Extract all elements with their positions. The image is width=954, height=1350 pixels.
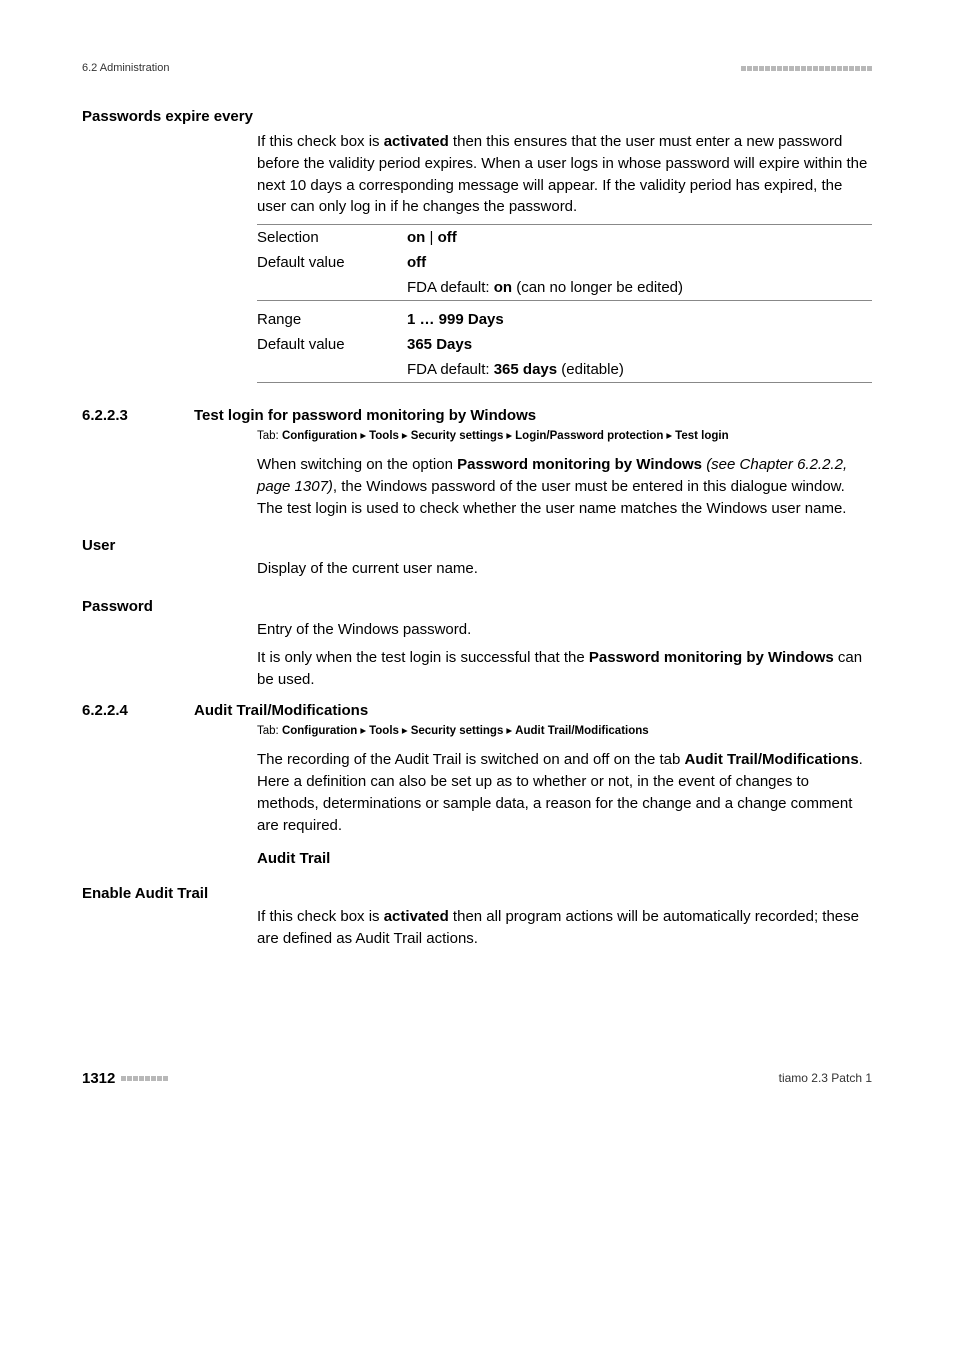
audit-body: The recording of the Audit Trail is swit… xyxy=(257,749,872,836)
enable-audit-block: If this check box is activated then all … xyxy=(257,906,872,950)
selection-value: on | off xyxy=(407,225,872,251)
default-label-1: Default value xyxy=(257,250,407,275)
page-header: 6.2 Administration xyxy=(82,62,872,74)
test-login-body: When switching on the option Password mo… xyxy=(257,454,872,519)
enable-audit-body: If this check box is activated then all … xyxy=(257,906,872,950)
audit-tab-path: Tab: Configuration▸Tools▸Security settin… xyxy=(257,723,872,739)
password-body-2: It is only when the test login is succes… xyxy=(257,647,872,691)
password-label: Password xyxy=(82,598,872,615)
audit-block: Tab: Configuration▸Tools▸Security settin… xyxy=(257,723,872,867)
default-value-1: off xyxy=(407,250,872,275)
footer-product: tiamo 2.3 Patch 1 xyxy=(779,1071,872,1085)
audit-num: 6.2.2.4 xyxy=(82,702,194,719)
passwords-expire-block: If this check box is activated then this… xyxy=(257,131,872,383)
audit-title: Audit Trail/Modifications xyxy=(194,702,368,719)
passwords-expire-title: Passwords expire every xyxy=(82,108,872,125)
footer-decoration xyxy=(121,1076,168,1081)
range-value: 1 … 999 Days xyxy=(407,307,872,332)
enable-audit-label: Enable Audit Trail xyxy=(82,885,872,902)
audit-heading: 6.2.2.4 Audit Trail/Modifications xyxy=(82,702,872,719)
audit-trail-subtitle: Audit Trail xyxy=(257,850,872,867)
default-note-2: FDA default: 365 days (editable) xyxy=(407,357,872,383)
test-login-title: Test login for password monitoring by Wi… xyxy=(194,407,536,424)
user-block: Display of the current user name. xyxy=(257,558,872,580)
passwords-expire-table-2: Range 1 … 999 Days Default value 365 Day… xyxy=(257,307,872,383)
test-login-heading: 6.2.2.3 Test login for password monitori… xyxy=(82,407,872,424)
test-login-block: Tab: Configuration▸Tools▸Security settin… xyxy=(257,428,872,519)
footer-page-number: 1312 xyxy=(82,1070,168,1087)
default-value-2: 365 Days xyxy=(407,332,872,357)
passwords-expire-body: If this check box is activated then this… xyxy=(257,131,872,218)
passwords-expire-table-1: Selection on | off Default value off FDA… xyxy=(257,224,872,301)
page-footer: 1312 tiamo 2.3 Patch 1 xyxy=(82,1070,872,1087)
header-decoration xyxy=(741,66,872,71)
default-label-2: Default value xyxy=(257,332,407,357)
default-note-1: FDA default: on (can no longer be edited… xyxy=(407,275,872,301)
header-section-label: 6.2 Administration xyxy=(82,62,169,74)
page-container: 6.2 Administration Passwords expire ever… xyxy=(0,0,954,1137)
user-label: User xyxy=(82,537,872,554)
password-block: Entry of the Windows password. It is onl… xyxy=(257,619,872,690)
user-body: Display of the current user name. xyxy=(257,558,872,580)
password-body-1: Entry of the Windows password. xyxy=(257,619,872,641)
range-label: Range xyxy=(257,307,407,332)
selection-label: Selection xyxy=(257,225,407,251)
test-login-num: 6.2.2.3 xyxy=(82,407,194,424)
test-login-tab-path: Tab: Configuration▸Tools▸Security settin… xyxy=(257,428,872,444)
